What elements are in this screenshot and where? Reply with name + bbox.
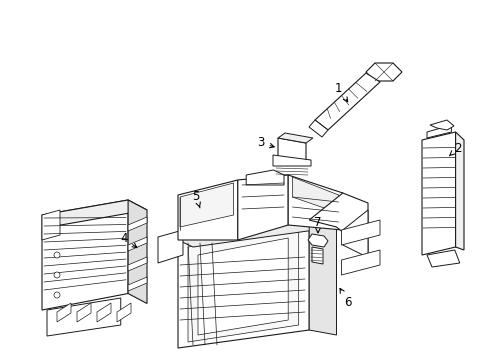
Polygon shape <box>365 63 401 81</box>
Polygon shape <box>57 303 71 322</box>
Polygon shape <box>287 175 342 230</box>
Polygon shape <box>237 175 287 240</box>
Polygon shape <box>97 303 111 322</box>
Polygon shape <box>426 125 450 138</box>
Polygon shape <box>117 303 131 322</box>
Polygon shape <box>178 220 336 247</box>
Polygon shape <box>342 210 367 257</box>
Text: 4: 4 <box>120 231 137 248</box>
Polygon shape <box>429 120 453 130</box>
Polygon shape <box>341 250 379 275</box>
Polygon shape <box>455 132 463 250</box>
Polygon shape <box>341 220 379 245</box>
Polygon shape <box>42 200 147 225</box>
Text: 6: 6 <box>339 288 351 309</box>
Circle shape <box>54 272 60 278</box>
Polygon shape <box>308 220 336 335</box>
Text: 7: 7 <box>314 216 321 233</box>
Polygon shape <box>178 220 308 348</box>
Text: 1: 1 <box>334 81 347 102</box>
Polygon shape <box>198 238 287 335</box>
Polygon shape <box>47 298 121 336</box>
Text: 3: 3 <box>257 136 274 149</box>
Circle shape <box>54 292 60 298</box>
Polygon shape <box>42 200 128 310</box>
Polygon shape <box>42 210 60 240</box>
Polygon shape <box>307 234 327 247</box>
Text: 5: 5 <box>192 189 200 208</box>
Circle shape <box>54 252 60 258</box>
Polygon shape <box>187 229 298 342</box>
Polygon shape <box>128 257 147 271</box>
Polygon shape <box>272 155 310 166</box>
Polygon shape <box>292 177 338 213</box>
Polygon shape <box>426 250 459 267</box>
Polygon shape <box>278 133 312 143</box>
Polygon shape <box>128 200 147 303</box>
Polygon shape <box>314 73 379 130</box>
Polygon shape <box>128 217 147 231</box>
Polygon shape <box>128 277 147 291</box>
Polygon shape <box>178 180 237 240</box>
Polygon shape <box>421 132 455 255</box>
Polygon shape <box>158 230 183 263</box>
Polygon shape <box>308 120 327 137</box>
Polygon shape <box>311 247 323 264</box>
Polygon shape <box>77 303 91 322</box>
Polygon shape <box>278 138 305 160</box>
Text: 2: 2 <box>448 141 461 156</box>
Polygon shape <box>180 183 233 227</box>
Polygon shape <box>245 170 284 185</box>
Polygon shape <box>308 193 367 252</box>
Polygon shape <box>128 237 147 251</box>
